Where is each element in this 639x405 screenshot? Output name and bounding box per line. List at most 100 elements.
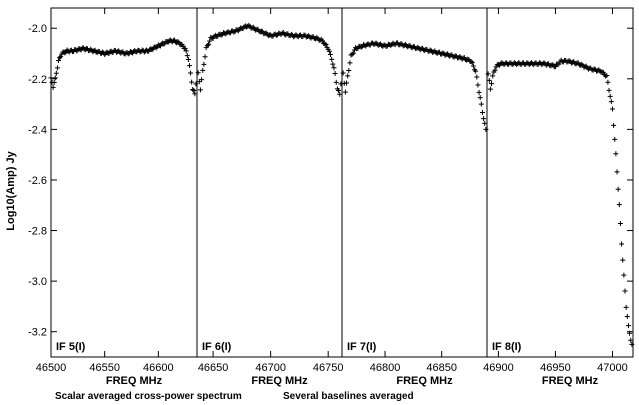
data-point xyxy=(344,80,350,86)
data-point xyxy=(478,101,484,107)
data-point xyxy=(474,74,480,80)
data-point xyxy=(314,35,320,41)
x-axis-label: FREQ MHz xyxy=(396,375,453,387)
data-point xyxy=(294,33,300,39)
data-point xyxy=(489,81,495,87)
y-tick-label: -2.8 xyxy=(28,226,47,238)
data-point xyxy=(186,63,192,69)
data-point xyxy=(606,87,612,93)
data-point xyxy=(476,89,482,95)
data-point xyxy=(218,32,224,38)
data-point xyxy=(204,43,210,49)
data-point xyxy=(623,304,629,310)
data-point xyxy=(342,89,348,95)
data-point xyxy=(452,53,458,59)
y-tick-label: -2.6 xyxy=(28,175,47,187)
data-point xyxy=(566,58,572,64)
data-point xyxy=(52,75,58,81)
data-point xyxy=(479,109,485,115)
data-point xyxy=(621,272,627,278)
panel-5: 46500 46550 46600 IF 5(I) FREQ MHz xyxy=(36,7,199,387)
data-point xyxy=(208,34,214,40)
data-point xyxy=(605,79,611,85)
data-point xyxy=(625,323,631,329)
data-point xyxy=(258,28,264,34)
data-point xyxy=(617,221,623,227)
data-point xyxy=(486,77,492,83)
data-point xyxy=(195,70,201,76)
panel-7: 46800 46850 IF 7(I) FREQ MHz xyxy=(340,7,489,387)
data-point xyxy=(56,58,62,64)
data-point xyxy=(468,59,474,65)
data-point xyxy=(199,77,205,83)
data-point xyxy=(207,38,213,44)
data-point xyxy=(622,288,628,294)
data-point xyxy=(50,84,56,90)
data-point xyxy=(418,46,424,52)
y-tick-label: -3.0 xyxy=(28,276,47,288)
data-point xyxy=(212,32,218,38)
data-point xyxy=(362,42,368,48)
data-point xyxy=(346,68,352,74)
x-tick-label: 46500 xyxy=(36,362,67,374)
x-axis-label: FREQ MHz xyxy=(542,375,599,387)
data-point xyxy=(358,44,364,50)
data-point xyxy=(234,27,240,33)
data-point xyxy=(619,241,625,247)
data-point xyxy=(327,52,333,58)
data-point xyxy=(288,31,294,37)
data-point xyxy=(612,136,618,142)
data-point xyxy=(628,337,634,343)
data-point xyxy=(415,44,421,50)
data-point xyxy=(607,93,613,99)
data-point xyxy=(201,61,207,67)
data-point xyxy=(58,54,64,60)
x-tick-label: 46850 xyxy=(426,362,457,374)
data-point xyxy=(502,60,508,66)
data-point xyxy=(337,91,343,97)
data-point xyxy=(530,61,536,67)
data-point xyxy=(182,45,188,51)
data-point xyxy=(246,22,252,28)
data-point xyxy=(591,66,597,72)
x-tick-label: 46650 xyxy=(198,362,229,374)
data-point xyxy=(353,45,359,51)
y-tick-label: -2.2 xyxy=(28,74,47,86)
data-point xyxy=(345,73,351,79)
data-point xyxy=(376,42,382,48)
data-point xyxy=(350,50,356,56)
data-point xyxy=(487,86,493,92)
data-point xyxy=(440,50,446,56)
data-point xyxy=(582,64,588,70)
data-point xyxy=(57,55,63,61)
data-point xyxy=(340,70,346,76)
panel-frame xyxy=(486,7,634,358)
data-point xyxy=(262,31,268,37)
data-point xyxy=(470,63,476,69)
data-point xyxy=(249,25,255,31)
data-point xyxy=(338,81,344,87)
data-point xyxy=(190,86,196,92)
data-point xyxy=(475,82,481,88)
y-axis-label: Log10(Amp) Jy xyxy=(5,150,17,230)
data-point xyxy=(614,169,620,175)
data-point xyxy=(613,151,619,157)
data-point xyxy=(175,39,181,45)
footer-right-caption: Several baselines averaged xyxy=(283,391,414,402)
data-point xyxy=(149,47,155,53)
data-point xyxy=(349,51,355,57)
data-point xyxy=(464,57,470,63)
data-point xyxy=(347,60,353,66)
data-point xyxy=(191,88,197,94)
data-point xyxy=(616,202,622,208)
data-point xyxy=(54,65,60,71)
data-point xyxy=(570,59,576,65)
data-point xyxy=(323,41,329,47)
data-point xyxy=(202,54,208,60)
data-point xyxy=(492,67,498,73)
x-axis-label: FREQ MHz xyxy=(251,375,308,387)
data-point xyxy=(579,61,585,67)
data-point xyxy=(189,79,195,85)
data-point xyxy=(197,87,203,93)
